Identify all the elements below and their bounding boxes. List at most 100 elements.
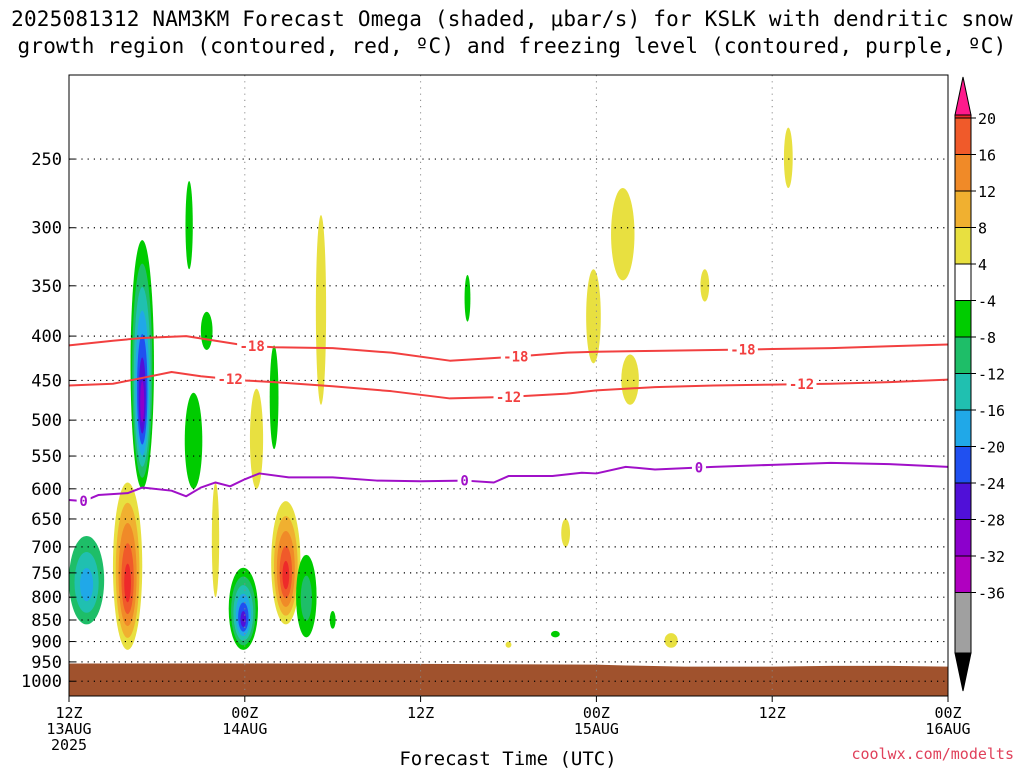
colorbar-band-13 bbox=[954, 555, 972, 593]
x-tick-label-12-1: 14AUG bbox=[222, 720, 267, 738]
plot-frame bbox=[68, 74, 949, 697]
omega-feature-8-level-4 bbox=[249, 388, 264, 489]
colorbar-label--4: -4 bbox=[978, 293, 996, 311]
contour-layer: -18 -18 -18 -12 -12 -12 0 0 0 bbox=[68, 335, 949, 510]
chart-title-line2: growth region (contoured, red, ºC) and f… bbox=[17, 34, 1007, 58]
contour-0-label-bg-1 bbox=[500, 349, 531, 364]
y-tick-label-850: 850 bbox=[31, 611, 62, 631]
colorbar-band-9 bbox=[954, 409, 972, 447]
contour-2-label-bg-1 bbox=[457, 473, 472, 488]
omega-feature-17-level-4 bbox=[561, 518, 571, 547]
omega-feature-10-level--4 bbox=[269, 345, 279, 450]
colorbar-band-2 bbox=[954, 154, 972, 192]
x-tick-label-48-0: 12Z bbox=[759, 704, 786, 722]
y-tick-label-800: 800 bbox=[31, 588, 62, 608]
colorbar-label--32: -32 bbox=[978, 548, 1005, 566]
omega-feature-12-level-4 bbox=[315, 214, 327, 405]
colorbar-label--20: -20 bbox=[978, 439, 1005, 457]
omega-feature-20-level-4 bbox=[621, 354, 639, 405]
y-tick-label-900: 900 bbox=[31, 633, 62, 653]
contour-1-label-1: -12 bbox=[496, 390, 521, 406]
omega-feature-2-level--28 bbox=[140, 381, 145, 423]
y-tick-label-600: 600 bbox=[31, 480, 62, 500]
contour-0-label-0: -18 bbox=[239, 339, 264, 355]
y-axis: 2503003504004505005506006507007508008509… bbox=[21, 150, 75, 692]
colorbar-label--28: -28 bbox=[978, 512, 1005, 530]
omega-feature-11-level--8 bbox=[300, 575, 312, 621]
omega-feature-1-level-20 bbox=[124, 563, 131, 603]
y-tick-label-700: 700 bbox=[31, 538, 62, 558]
y-tick-label-650: 650 bbox=[31, 510, 62, 530]
omega-feature-18-level-4 bbox=[586, 269, 601, 364]
x-tick-label-36-1: 15AUG bbox=[574, 720, 619, 738]
contour-2-label-0: 0 bbox=[79, 494, 87, 510]
colorbar-label--16: -16 bbox=[978, 402, 1005, 420]
colorbar-band-10 bbox=[954, 446, 972, 484]
colorbar-band-6 bbox=[954, 300, 972, 338]
colorbar-band-1 bbox=[954, 117, 972, 155]
colorbar-band-5 bbox=[954, 263, 972, 301]
omega-feature-3-level--4 bbox=[184, 392, 203, 489]
y-tick-label-550: 550 bbox=[31, 447, 62, 467]
colorbar-band-3 bbox=[954, 190, 972, 228]
omega-feature-19-level-4 bbox=[611, 188, 635, 281]
colorbar-bottom-triangle bbox=[954, 652, 972, 692]
x-tick-label-0-1: 13AUG bbox=[46, 720, 91, 738]
contour-0-label-2: -18 bbox=[730, 343, 755, 359]
colorbar-label-8: 8 bbox=[978, 220, 987, 238]
colorbar-band-11 bbox=[954, 482, 972, 520]
x-tick-label-0-0: 12Z bbox=[55, 704, 82, 722]
colorbar-label--12: -12 bbox=[978, 366, 1005, 384]
omega-feature-22-level-4 bbox=[700, 269, 710, 302]
colorbar-band-8 bbox=[954, 373, 972, 411]
y-tick-label-450: 450 bbox=[31, 371, 62, 391]
y-tick-label-1000: 1000 bbox=[21, 672, 62, 692]
omega-feature-0-level--16 bbox=[79, 568, 94, 602]
omega-feature-6-level-4 bbox=[211, 482, 220, 598]
colorbar-band-12 bbox=[954, 519, 972, 557]
y-tick-label-950: 950 bbox=[31, 653, 62, 673]
contour-2-line bbox=[68, 461, 949, 503]
colorbar-label--8: -8 bbox=[978, 329, 996, 347]
contour-1-label-0: -12 bbox=[218, 372, 243, 388]
y-tick-label-750: 750 bbox=[31, 564, 62, 584]
colorbar-label-16: 16 bbox=[978, 147, 996, 165]
omega-feature-14-level--4 bbox=[464, 274, 471, 322]
y-tick-label-400: 400 bbox=[31, 327, 62, 347]
chart-title-line1: 2025081312 NAM3KM Forecast Omega (shaded… bbox=[11, 7, 1013, 31]
credit-text: coolwx.com/modelts bbox=[851, 745, 1014, 763]
omega-feature-7-level--24 bbox=[240, 611, 247, 628]
colorbar-label-12: 12 bbox=[978, 183, 996, 201]
colorbar-band-14 bbox=[954, 592, 972, 654]
omega-feature-23-level-4 bbox=[783, 127, 793, 189]
contour-0-label-bg-0 bbox=[237, 338, 268, 353]
contour-0-label-1: -18 bbox=[503, 350, 528, 366]
terrain-below-ground bbox=[69, 663, 948, 696]
colorbar-band-4 bbox=[954, 227, 972, 265]
omega-feature-9-level-20 bbox=[282, 560, 290, 590]
omega-feature-4-level--4 bbox=[185, 180, 193, 270]
omega-feature-13-level--4 bbox=[329, 611, 336, 629]
colorbar-label-20: 20 bbox=[978, 110, 996, 128]
x-axis-title: Forecast Time (UTC) bbox=[399, 748, 616, 768]
contour-1-label-bg-2 bbox=[786, 377, 817, 392]
omega-feature-5-level--4 bbox=[200, 311, 213, 350]
contour-2-label-2: 0 bbox=[695, 461, 703, 477]
x-tick-label-60-1: 16AUG bbox=[925, 720, 970, 738]
colorbar-label--24: -24 bbox=[978, 475, 1005, 493]
contour-2-label-bg-2 bbox=[691, 460, 706, 475]
colorbar-label--36: -36 bbox=[978, 585, 1005, 603]
y-tick-label-350: 350 bbox=[31, 277, 62, 297]
contour-0-line bbox=[68, 335, 949, 362]
colorbar: 20 16 12 8 4 -4 -8 -12 -16 -20 -24 -28 -32 -36 bbox=[954, 76, 1005, 692]
omega-shading-layer bbox=[69, 127, 793, 650]
x-tick-label-0-2: 2025 bbox=[51, 736, 87, 754]
x-tick-label-36-0: 00Z bbox=[583, 704, 610, 722]
y-tick-label-250: 250 bbox=[31, 150, 62, 170]
contour-1-line bbox=[68, 370, 949, 400]
x-tick-label-24-0: 12Z bbox=[407, 704, 434, 722]
colorbar-band-7 bbox=[954, 336, 972, 374]
terrain-layer bbox=[69, 663, 948, 696]
